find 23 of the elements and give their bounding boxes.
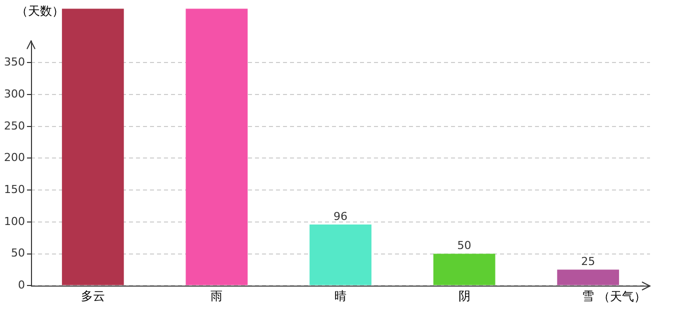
y-axis-title: （天数） [16, 4, 64, 18]
y-tick-label: 200 [4, 151, 25, 164]
x-tick-label: 晴 [334, 288, 346, 303]
data-label: 50 [457, 239, 472, 252]
data-label: 96 [334, 210, 348, 223]
y-tick-label: 350 [4, 56, 25, 69]
x-tick-label: 雪 [582, 288, 594, 303]
bar [62, 8, 124, 286]
bar [557, 270, 620, 286]
y-tick-label: 50 [10, 246, 25, 260]
bar [433, 254, 496, 286]
data-label: 25 [581, 255, 596, 268]
bar [186, 8, 248, 286]
x-tick-label: 雨 [210, 288, 223, 303]
bar [310, 224, 372, 286]
x-tick-label: 阴 [458, 288, 470, 303]
y-tick-label: 300 [4, 87, 25, 100]
y-tick-label: 100 [4, 214, 25, 228]
y-tick-label: 250 [4, 119, 25, 132]
y-tick-label: 150 [4, 182, 25, 196]
x-axis-title: （天气） [598, 290, 646, 304]
x-tick-label: 多云 [80, 288, 105, 303]
y-tick-label: 0 [18, 278, 25, 292]
